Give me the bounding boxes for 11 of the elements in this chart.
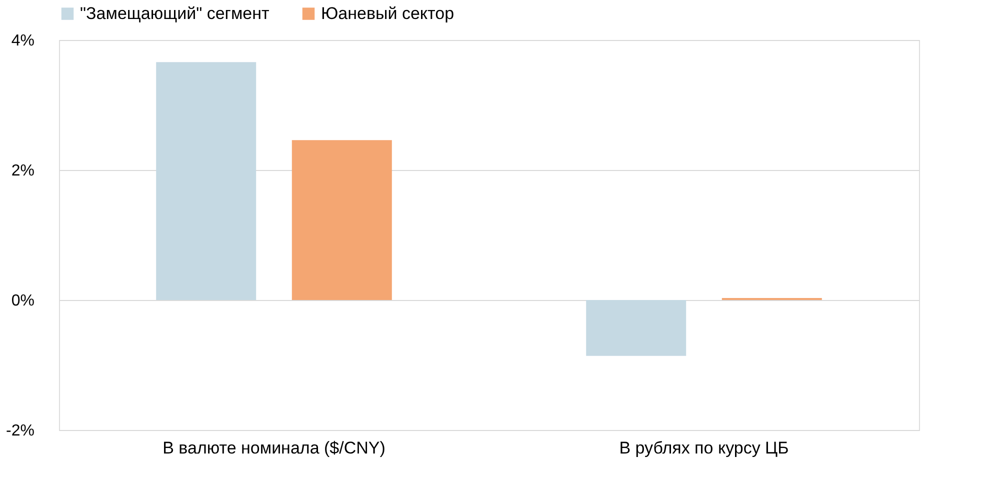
x-tick-label: В рублях по курсу ЦБ xyxy=(619,438,789,458)
bar xyxy=(156,62,256,300)
y-tick-label: 4% xyxy=(11,32,34,50)
bar xyxy=(292,140,392,300)
legend-label: "Замещающий" сегмент xyxy=(80,4,270,23)
y-tick-label: 2% xyxy=(11,162,34,180)
y-tick-label: 0% xyxy=(11,292,34,310)
legend-label: Юаневый сектор xyxy=(321,4,454,23)
x-tick-label: В валюте номинала ($/CNY) xyxy=(162,438,386,458)
y-tick-label: -2% xyxy=(6,422,34,440)
bar xyxy=(586,300,686,356)
